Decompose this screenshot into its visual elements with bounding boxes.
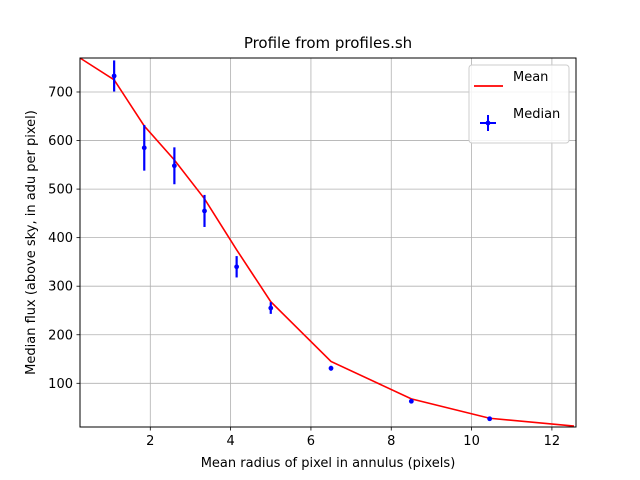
y-tick-label: 200 [48, 328, 73, 343]
y-tick-label: 600 [48, 134, 73, 149]
y-tick-label: 700 [48, 85, 73, 100]
x-tick-label: 4 [226, 434, 234, 449]
median-point [202, 208, 207, 214]
median-point [487, 416, 493, 422]
median-point [268, 305, 274, 311]
legend-mean-label: Mean [513, 70, 548, 85]
legend-median-label: Median [513, 107, 560, 122]
x-tick-label: 8 [387, 434, 395, 449]
median-point [111, 73, 117, 79]
median-point [234, 264, 240, 270]
x-tick-label: 2 [146, 434, 154, 449]
x-tick-label: 10 [463, 434, 480, 449]
mean-line [79, 57, 575, 427]
median-point [171, 163, 177, 169]
x-tick-label: 12 [544, 434, 561, 449]
median-point [408, 398, 414, 404]
legend-median-point [485, 120, 491, 126]
x-axis-label: Mean radius of pixel in annulus (pixels) [201, 456, 456, 471]
y-tick-label: 500 [48, 183, 73, 198]
plot-frame [79, 57, 577, 428]
ticks: 2 4 6 8 10 12 100 200 300 400 500 600 700 [48, 85, 560, 449]
y-axis-label: Median flux (above sky, in adu per pixel… [24, 110, 39, 375]
chart-title: Profile from profiles.sh [244, 34, 412, 52]
legend: Mean Median [468, 64, 570, 144]
y-tick-label: 100 [48, 377, 73, 392]
series-layer [79, 57, 575, 427]
median-point [141, 145, 147, 151]
y-tick-label: 400 [48, 231, 73, 246]
median-point [328, 365, 334, 371]
x-tick-label: 6 [307, 434, 315, 449]
grid [80, 58, 576, 427]
y-tick-label: 300 [48, 280, 73, 295]
